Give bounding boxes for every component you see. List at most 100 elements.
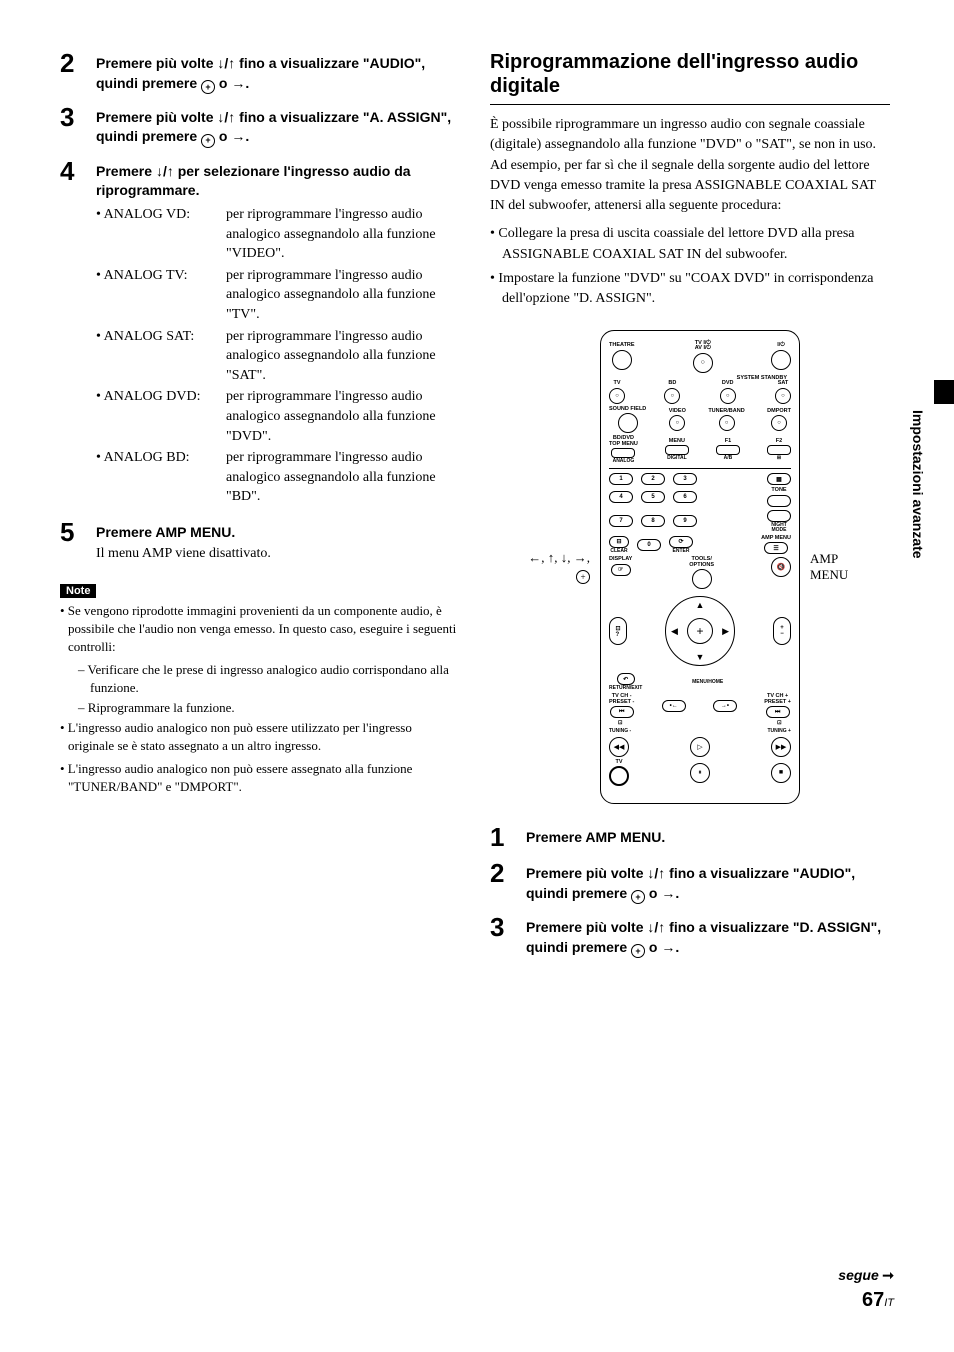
step-4: 4 Premere ↓/↑ per selezionare l'ingresso… xyxy=(60,158,460,509)
note-item: • L'ingresso audio analogico non può ess… xyxy=(60,719,460,755)
side-tab xyxy=(934,380,954,404)
remote-callout-left: ←, ↑, ↓, →, + xyxy=(510,550,590,584)
list-item: • ANALOG VD:per riprogrammare l'ingresso… xyxy=(96,205,460,264)
tone-button xyxy=(767,495,791,507)
display-button: ☞ xyxy=(611,564,631,576)
prev-button: ⏮ xyxy=(610,706,634,718)
remote-diagram: ←, ↑, ↓, →, + THEATRE TV I/⏻AV I/⏻○ I/⏻ … xyxy=(490,330,890,805)
left-arrow-icon: ◀ xyxy=(671,626,678,637)
note-sub-item: – Verificare che le prese di ingresso an… xyxy=(78,661,460,697)
ffw-dot-button: →• xyxy=(713,700,737,712)
dvd-button: ○ xyxy=(720,388,736,404)
num-2-button: 2 xyxy=(641,473,665,485)
num-1-button: 1 xyxy=(609,473,633,485)
f1-button xyxy=(716,445,740,455)
page-footer: segue ➞ 67IT xyxy=(838,1267,894,1312)
bd-button: ○ xyxy=(664,388,680,404)
list-item: • ANALOG SAT:per riprogrammare l'ingress… xyxy=(96,327,460,386)
step-number: 5 xyxy=(60,519,84,564)
stop-button: ■ xyxy=(771,763,791,783)
left-column: 2 Premere più volte ↓/↑ fino a visualizz… xyxy=(60,50,460,968)
step-number: 3 xyxy=(490,914,514,958)
section-heading: Riprogrammazione dell'ingresso audio dig… xyxy=(490,50,890,105)
step-number: 2 xyxy=(60,50,84,94)
step-instruction: Premere ↓/↑ per selezionare l'ingresso a… xyxy=(96,162,460,201)
note-item: • L'ingresso audio analogico non può ess… xyxy=(60,760,460,796)
list-item: • ANALOG DVD:per riprogrammare l'ingress… xyxy=(96,387,460,446)
tuner-button: ○ xyxy=(719,415,735,431)
step-5: 5 Premere AMP MENU. Il menu AMP viene di… xyxy=(60,519,460,564)
remote-callout-right: AMP MENU xyxy=(810,551,870,582)
num-7-button: 7 xyxy=(609,515,633,527)
guide-button: ▦ xyxy=(767,473,791,485)
r-step-3: 3 Premere più volte ↓/↑ fino a visualizz… xyxy=(490,914,890,958)
r-step-2: 2 Premere più volte ↓/↑ fino a visualizz… xyxy=(490,860,890,904)
enter-icon: + xyxy=(576,570,590,584)
option-list: • ANALOG VD:per riprogrammare l'ingresso… xyxy=(96,205,460,507)
vol-button: +− xyxy=(773,617,791,645)
step-instruction: Premere più volte ↓/↑ fino a visualizzar… xyxy=(526,918,890,958)
dmport-button: ○ xyxy=(771,415,787,431)
remote-control: THEATRE TV I/⏻AV I/⏻○ I/⏻ SYSTEM STANDBY… xyxy=(600,330,800,805)
num-8-button: 8 xyxy=(641,515,665,527)
theatre-button xyxy=(612,350,632,370)
step-2: 2 Premere più volte ↓/↑ fino a visualizz… xyxy=(60,50,460,94)
return-button: ↶ xyxy=(617,673,635,685)
step-instruction: Premere più volte ↓/↑ fino a visualizzar… xyxy=(526,864,890,904)
play-select-button: ▷ xyxy=(690,737,710,757)
tv-mode-button xyxy=(609,766,629,786)
num-0-button: 0 xyxy=(637,539,661,551)
bullet-item: • Impostare la funzione "DVD" su "COAX D… xyxy=(490,269,890,310)
pause-button: ⏸ xyxy=(690,763,710,783)
step-instruction: Premere AMP MENU. xyxy=(526,828,890,848)
note-sub-item: – Riprogrammare la funzione. xyxy=(78,699,460,717)
enter-icon: + xyxy=(631,890,645,904)
down-arrow-icon: ▼ xyxy=(696,652,705,662)
continue-label: segue ➞ xyxy=(838,1267,894,1285)
page-number: 67IT xyxy=(838,1289,894,1312)
step-text: Il menu AMP viene disattivato. xyxy=(96,544,460,564)
forward-button: ▶▶ xyxy=(771,737,791,757)
night-mode-button xyxy=(767,510,791,522)
step-3: 3 Premere più volte ↓/↑ fino a visualizz… xyxy=(60,104,460,148)
mute-button: 🔇 xyxy=(771,557,791,577)
amp-menu-button: ☰ xyxy=(764,542,788,554)
up-arrow-icon: ▲ xyxy=(696,600,705,610)
menu-button xyxy=(665,445,689,455)
clear-button: ⊟ xyxy=(609,536,629,548)
step-number: 2 xyxy=(490,860,514,904)
step-instruction: Premere più volte ↓/↑ fino a visualizzar… xyxy=(96,108,460,148)
bullet-item: • Collegare la presa di uscita coassiale… xyxy=(490,224,890,265)
right-column: Riprogrammazione dell'ingresso audio dig… xyxy=(490,50,890,968)
num-5-button: 5 xyxy=(641,491,665,503)
side-section-label: Impostazioni avanzate xyxy=(910,410,926,559)
power-button xyxy=(771,350,791,370)
num-4-button: 4 xyxy=(609,491,633,503)
sound-field-button xyxy=(618,413,638,433)
sat-button: ○ xyxy=(775,388,791,404)
f2-button xyxy=(767,445,791,455)
rewind-button: ◀◀ xyxy=(609,737,629,757)
right-arrow-icon: ▶ xyxy=(722,626,729,637)
step-number: 3 xyxy=(60,104,84,148)
enter-button: ⟳ xyxy=(669,536,693,548)
step-instruction: Premere più volte ↓/↑ fino a visualizzar… xyxy=(96,54,460,94)
enter-icon: + xyxy=(201,134,215,148)
note-item: • Se vengono riprodotte immagini proveni… xyxy=(60,602,460,657)
dpad-ring: ▲ ▼ ◀ ▶ + xyxy=(665,596,735,666)
num-6-button: 6 xyxy=(673,491,697,503)
r-step-1: 1 Premere AMP MENU. xyxy=(490,824,890,850)
enter-icon: + xyxy=(201,80,215,94)
top-menu-button xyxy=(611,448,635,458)
video-button: ○ xyxy=(669,415,685,431)
rew-dot-button: •← xyxy=(662,700,686,712)
guide-left-button: ⊡? xyxy=(609,617,627,645)
step-number: 1 xyxy=(490,824,514,850)
enter-icon: + xyxy=(631,944,645,958)
num-3-button: 3 xyxy=(673,473,697,485)
body-paragraph: È possibile riprogrammare un ingresso au… xyxy=(490,115,890,216)
dpad-center-button: + xyxy=(687,618,713,644)
tv-src-button: ○ xyxy=(609,388,625,404)
num-9-button: 9 xyxy=(673,515,697,527)
list-item: • ANALOG BD:per riprogrammare l'ingresso… xyxy=(96,448,460,507)
